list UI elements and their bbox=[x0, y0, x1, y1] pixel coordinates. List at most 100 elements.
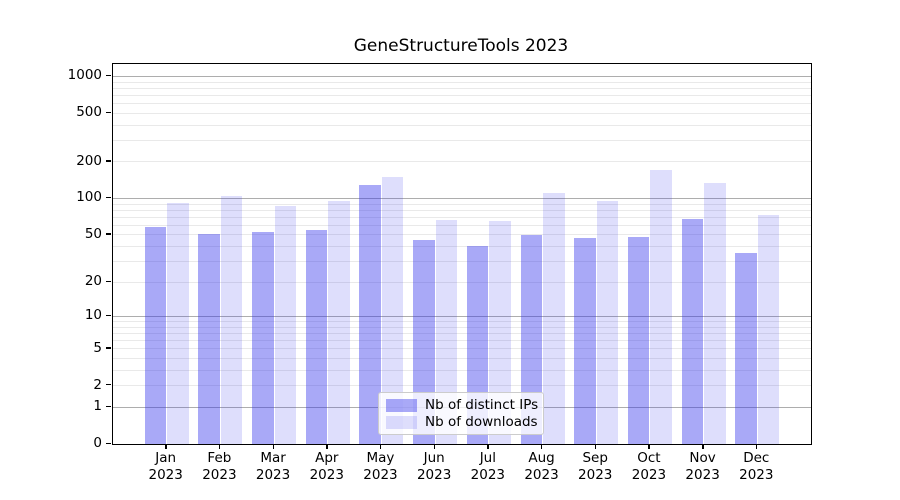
x-tick-mark bbox=[433, 444, 436, 449]
grid-line-minor bbox=[113, 87, 811, 89]
bar-downloads bbox=[167, 203, 189, 444]
bar-downloads bbox=[274, 205, 297, 444]
y-tick-label: 500 bbox=[76, 104, 102, 121]
grid-line-minor bbox=[113, 139, 811, 141]
bar-distinct-ips bbox=[359, 185, 381, 444]
grid-line-minor bbox=[113, 260, 811, 262]
bar-distinct-ips bbox=[574, 238, 596, 444]
legend-swatch-downloads bbox=[386, 415, 417, 429]
y-tick-mark bbox=[106, 314, 111, 317]
y-tick-label: 2 bbox=[93, 376, 102, 393]
x-tick-mark bbox=[487, 444, 489, 449]
y-tick-mark bbox=[106, 74, 111, 77]
y-tick-mark bbox=[106, 347, 111, 349]
legend-item-distinct-ips: Nb of distinct IPs bbox=[386, 397, 539, 413]
bar-downloads bbox=[650, 170, 672, 444]
grid-line-minor bbox=[113, 385, 811, 387]
bar-downloads bbox=[435, 219, 458, 444]
x-tick-mark bbox=[702, 444, 704, 449]
bar-distinct-ips bbox=[735, 253, 757, 444]
grid-line-major bbox=[113, 315, 811, 317]
bar-distinct-ips bbox=[681, 218, 704, 444]
y-tick-label: 200 bbox=[76, 152, 102, 169]
bar-downloads bbox=[757, 215, 780, 444]
grid-line-minor bbox=[113, 209, 811, 211]
grid-line-minor bbox=[113, 81, 811, 83]
y-tick-mark bbox=[106, 160, 111, 162]
legend-item-downloads: Nb of downloads bbox=[386, 414, 538, 430]
bar-distinct-ips bbox=[144, 227, 167, 444]
y-tick-label: 1 bbox=[93, 398, 102, 415]
grid-line-major bbox=[113, 75, 811, 77]
legend: Nb of distinct IPs Nb of downloads bbox=[378, 392, 544, 435]
grid-line-minor bbox=[113, 321, 811, 322]
x-tick-mark bbox=[648, 444, 650, 449]
bar-downloads bbox=[489, 221, 511, 444]
grid-line-major bbox=[113, 197, 811, 199]
x-tick-label: Jan 2023 bbox=[148, 450, 183, 483]
y-tick-label: 1000 bbox=[67, 67, 102, 84]
y-tick-mark bbox=[106, 111, 111, 114]
y-tick-label: 0 bbox=[93, 435, 102, 451]
x-tick-label: Feb 2023 bbox=[202, 450, 237, 483]
x-tick-label: Sep 2023 bbox=[578, 450, 613, 483]
y-tick-mark bbox=[106, 405, 111, 407]
y-tick-label: 5 bbox=[93, 339, 102, 356]
grid-line-minor bbox=[113, 216, 811, 218]
x-tick-label: May 2023 bbox=[363, 450, 398, 483]
x-tick-label: Jul 2023 bbox=[470, 450, 506, 483]
grid-line-minor bbox=[113, 332, 811, 334]
x-tick-label: Oct 2023 bbox=[631, 450, 667, 483]
legend-label-downloads: Nb of downloads bbox=[425, 414, 538, 430]
grid-line-minor bbox=[113, 339, 811, 341]
bar-distinct-ips bbox=[627, 236, 650, 444]
bar-downloads bbox=[328, 200, 350, 444]
x-tick-label: Nov 2023 bbox=[685, 450, 720, 483]
x-tick-mark bbox=[326, 444, 328, 449]
x-tick-label: Apr 2023 bbox=[309, 450, 344, 483]
legend-label-distinct-ips: Nb of distinct IPs bbox=[425, 397, 539, 413]
grid-line-minor bbox=[113, 369, 811, 371]
x-tick-mark bbox=[755, 444, 758, 449]
grid-line-minor bbox=[113, 161, 811, 163]
x-tick-label: Aug 2023 bbox=[524, 450, 559, 483]
x-tick-mark bbox=[379, 444, 382, 449]
plot-area bbox=[112, 63, 812, 445]
x-tick-label: Jun 2023 bbox=[416, 450, 452, 483]
x-tick-mark bbox=[541, 444, 543, 449]
x-tick-mark bbox=[272, 444, 274, 449]
grid-line-minor bbox=[113, 245, 811, 247]
bar-downloads bbox=[704, 182, 726, 444]
x-tick-label: Mar 2023 bbox=[255, 450, 291, 483]
grid-line-minor bbox=[113, 124, 811, 126]
y-tick-mark bbox=[106, 233, 111, 235]
y-tick-label: 50 bbox=[84, 225, 102, 242]
chart-title: GeneStructureTools 2023 bbox=[353, 36, 569, 56]
bar-downloads bbox=[381, 177, 404, 444]
bar-distinct-ips bbox=[520, 234, 543, 444]
grid-line-minor bbox=[113, 103, 811, 105]
grid-line-minor bbox=[113, 112, 811, 114]
y-tick-mark bbox=[106, 196, 111, 199]
grid-line-minor bbox=[113, 203, 811, 205]
x-tick-mark bbox=[218, 444, 221, 449]
y-tick-mark bbox=[106, 384, 111, 386]
grid-line-minor bbox=[113, 224, 811, 226]
bar-downloads bbox=[543, 192, 565, 444]
grid-line-minor bbox=[113, 348, 811, 350]
grid-line-minor bbox=[113, 326, 811, 328]
y-tick-label: 10 bbox=[84, 307, 102, 324]
bar-downloads bbox=[596, 201, 619, 444]
grid-line-minor bbox=[113, 357, 811, 359]
bar-distinct-ips bbox=[198, 233, 220, 444]
bar-distinct-ips bbox=[305, 229, 328, 444]
y-tick-mark bbox=[106, 280, 111, 282]
x-tick-label: Dec 2023 bbox=[739, 450, 774, 483]
y-tick-label: 20 bbox=[84, 273, 102, 290]
y-tick-label: 100 bbox=[76, 189, 102, 206]
x-tick-mark bbox=[165, 444, 167, 449]
y-tick-mark bbox=[106, 442, 111, 444]
bar-downloads bbox=[220, 195, 243, 444]
grid-line-minor bbox=[113, 94, 811, 96]
